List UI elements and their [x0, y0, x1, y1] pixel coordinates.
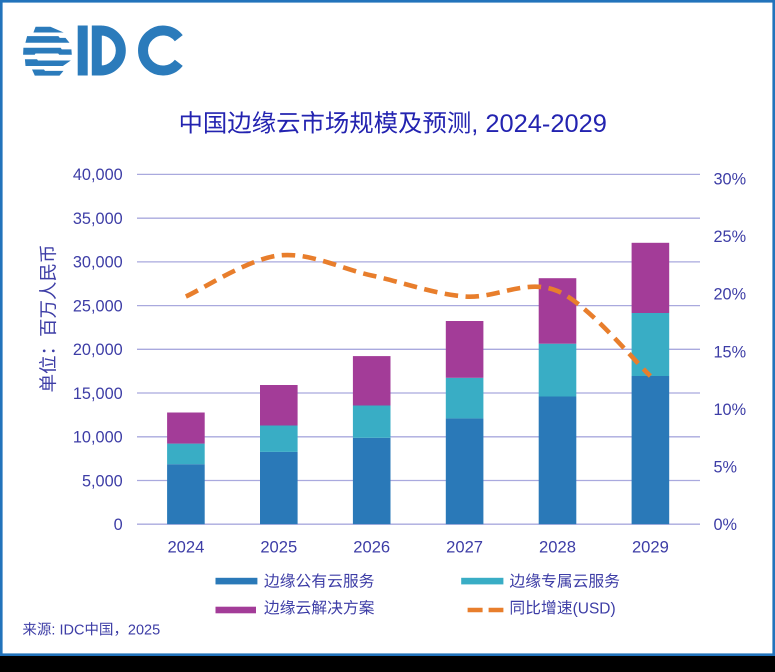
svg-text:0: 0: [114, 516, 123, 534]
svg-text:5%: 5%: [714, 459, 738, 477]
svg-text:2027: 2027: [446, 538, 483, 557]
svg-text:25,000: 25,000: [73, 297, 123, 315]
svg-text:10%: 10%: [714, 401, 747, 419]
svg-text:2028: 2028: [539, 538, 576, 557]
svg-text:: IDC: : IDC: [51, 622, 84, 638]
svg-text:5,000: 5,000: [82, 472, 123, 490]
svg-text:(USD): (USD): [573, 600, 616, 617]
svg-text:20%: 20%: [714, 286, 747, 304]
svg-text:15%: 15%: [714, 343, 747, 361]
svg-text:2025: 2025: [128, 622, 160, 638]
svg-text:2025: 2025: [260, 538, 297, 557]
svg-text:2029: 2029: [632, 538, 669, 557]
svg-text:30,000: 30,000: [73, 254, 123, 272]
svg-text:20,000: 20,000: [73, 341, 123, 359]
svg-text:35,000: 35,000: [73, 210, 123, 228]
svg-text:30%: 30%: [714, 171, 747, 189]
svg-text:15,000: 15,000: [73, 385, 123, 403]
svg-text:0%: 0%: [714, 516, 738, 534]
svg-text:2026: 2026: [353, 538, 390, 557]
svg-text:25%: 25%: [714, 228, 747, 246]
svg-text:, 2024-2029: , 2024-2029: [471, 110, 607, 138]
svg-text:40,000: 40,000: [73, 166, 123, 184]
svg-text:2024: 2024: [167, 538, 204, 557]
svg-text:10,000: 10,000: [73, 429, 123, 447]
